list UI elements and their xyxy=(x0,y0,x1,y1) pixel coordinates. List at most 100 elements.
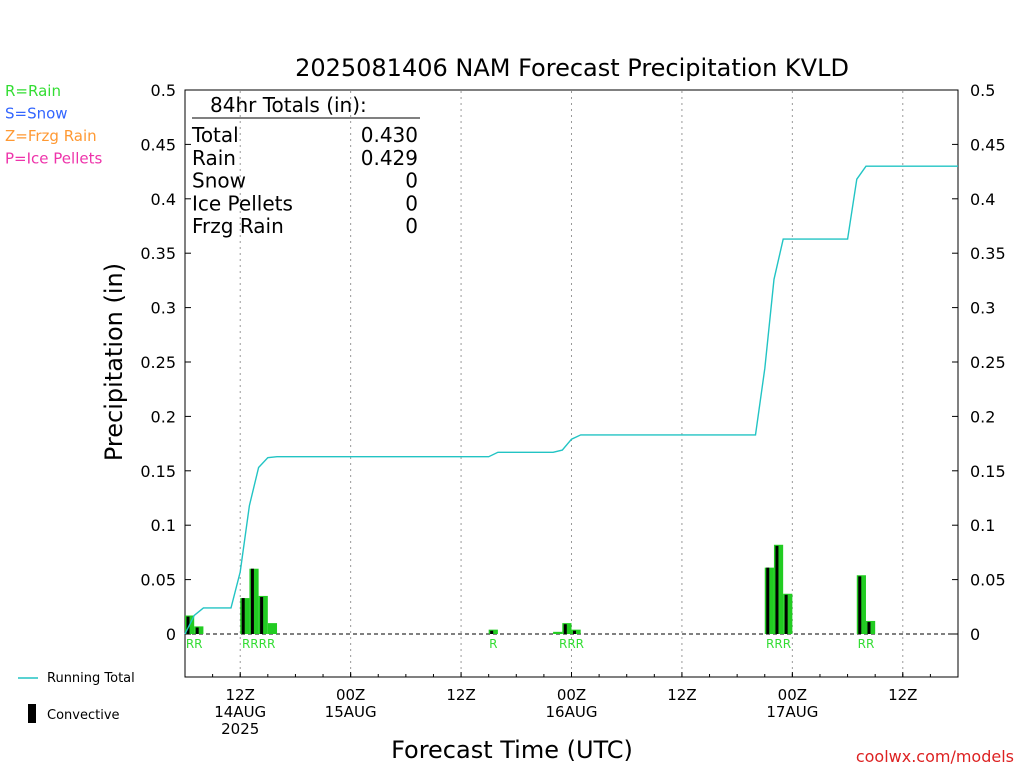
y-tick-label-right: 0.5 xyxy=(970,81,995,100)
totals-row-value: 0.429 xyxy=(361,146,418,170)
convective-bar xyxy=(260,597,264,634)
precip-bar xyxy=(194,626,204,634)
y-tick-label-right: 0 xyxy=(970,625,980,644)
precip-type-label: RR xyxy=(186,637,203,651)
y-tick-label-left: 0.1 xyxy=(151,516,176,535)
y-tick-label-left: 0.45 xyxy=(140,135,176,154)
precip-bar xyxy=(571,629,581,634)
y-tick-label-right: 0.05 xyxy=(970,571,1006,590)
convective-bar xyxy=(766,567,770,634)
running-total-line xyxy=(184,165,958,635)
precip-bar xyxy=(562,623,572,634)
y-tick-label-right: 0.15 xyxy=(970,462,1006,481)
precip-type-label: RRR xyxy=(766,637,791,651)
convective-legend: Convective xyxy=(28,704,120,723)
type-legend-item: S=Snow xyxy=(5,105,68,123)
gridlines xyxy=(239,91,904,676)
y-axis-label: Precipitation (in) xyxy=(100,263,128,461)
y-tick-label-left: 0.15 xyxy=(140,462,176,481)
precip-type-label: RR xyxy=(858,637,875,651)
precip-bar xyxy=(240,598,250,634)
y-tick-label-left: 0.25 xyxy=(140,353,176,372)
convective-bar xyxy=(186,616,190,634)
totals-row-value: 0.430 xyxy=(361,123,418,147)
convective-bar xyxy=(858,576,862,634)
x-tick-label: 16AUG xyxy=(546,703,598,721)
y-tick-label-right: 0.2 xyxy=(970,407,995,426)
y-tick-label-right: 0.4 xyxy=(970,190,995,209)
x-tick-label: 00Z xyxy=(778,686,807,704)
plot-area xyxy=(184,89,959,678)
precip-type-label: RRR xyxy=(559,637,584,651)
x-tick-label: 17AUG xyxy=(766,703,818,721)
precip-bar xyxy=(249,568,259,634)
type-legend-item: P=Ice Pellets xyxy=(5,150,102,168)
convective-bar xyxy=(573,630,576,634)
totals-row-label: Ice Pellets xyxy=(192,191,293,215)
y-tick-label-right: 0.45 xyxy=(970,135,1006,154)
totals-row-label: Rain xyxy=(192,146,236,170)
convective-bar xyxy=(490,630,494,634)
totals-row-value: 0 xyxy=(405,169,418,193)
precip-bar xyxy=(783,593,793,634)
running-total-legend: Running Total xyxy=(18,671,135,686)
precip-type-legend: R=Rain S=Snow Z=Frzg Rain P=Ice Pellets xyxy=(5,82,102,168)
running-total-legend-label: Running Total xyxy=(47,671,135,686)
x-axis-label: Forecast Time (UTC) xyxy=(391,736,633,764)
x-tick-label: 12Z xyxy=(446,686,475,704)
precip-bar xyxy=(553,631,563,634)
x-tick-label: 2025 xyxy=(221,720,259,738)
convective-legend-swatch xyxy=(28,704,36,723)
y-axis-ticks: 0 00.05 0.050.1 0.10.15 0.150.2 0.20.25 0.250.… xyxy=(140,81,1005,644)
x-tick-label: 12Z xyxy=(667,686,696,704)
totals-row-label: Total xyxy=(191,123,239,147)
y-tick-label-left: 0.5 xyxy=(151,81,176,100)
precip-bar xyxy=(856,575,866,634)
y-tick-label-left: 0.2 xyxy=(151,407,176,426)
convective-bar xyxy=(250,568,254,634)
credit-text: coolwx.com/models xyxy=(856,747,1014,766)
type-legend-item: R=Rain xyxy=(5,82,61,100)
convective-bar xyxy=(784,594,788,634)
y-tick-label-left: 0.4 xyxy=(151,190,176,209)
y-tick-label-left: 0 xyxy=(166,625,176,644)
x-tick-label: 14AUG xyxy=(214,703,266,721)
precip-bars xyxy=(185,544,876,634)
convective-legend-label: Convective xyxy=(47,708,120,723)
y-tick-label-left: 0.05 xyxy=(140,571,176,590)
precip-type-label: R xyxy=(489,637,497,651)
totals-row-label: Snow xyxy=(192,169,246,193)
precip-bar xyxy=(267,623,278,634)
totals-header: 84hr Totals (in): xyxy=(210,93,367,117)
precip-bar xyxy=(258,595,268,634)
totals-row-value: 0 xyxy=(405,191,418,215)
chart-title: 2025081406 NAM Forecast Precipitation KV… xyxy=(295,54,849,82)
precip-bar xyxy=(865,620,876,634)
y-tick-label-right: 0.1 xyxy=(970,516,995,535)
x-tick-label: 00Z xyxy=(336,686,365,704)
precip-bar xyxy=(488,629,498,634)
convective-bar xyxy=(775,545,779,634)
convective-bar xyxy=(867,622,871,634)
totals-row-label: Frzg Rain xyxy=(192,214,284,238)
convective-bar xyxy=(195,627,199,634)
y-tick-label-right: 0.35 xyxy=(970,244,1006,263)
totals-box: 84hr Totals (in): Total 0.430 Rain 0.429 Snow… xyxy=(191,93,420,238)
y-tick-label-left: 0.3 xyxy=(151,299,176,318)
precip-bar xyxy=(764,567,774,634)
precip-type-label: RRRR xyxy=(242,637,275,651)
totals-row-value: 0 xyxy=(405,214,418,238)
convective-bar xyxy=(563,624,567,634)
x-tick-label: 12Z xyxy=(226,686,255,704)
y-tick-label-right: 0.3 xyxy=(970,299,995,318)
x-tick-label: 15AUG xyxy=(325,703,377,721)
precip-type-labels: RR RRRR R RRR RRR RR xyxy=(186,637,874,651)
type-legend-item: Z=Frzg Rain xyxy=(5,127,97,145)
x-tick-label: 12Z xyxy=(888,686,917,704)
precip-bar xyxy=(773,544,784,634)
y-tick-label-right: 0.25 xyxy=(970,353,1006,372)
convective-bar xyxy=(241,598,245,634)
x-tick-label: 00Z xyxy=(557,686,586,704)
